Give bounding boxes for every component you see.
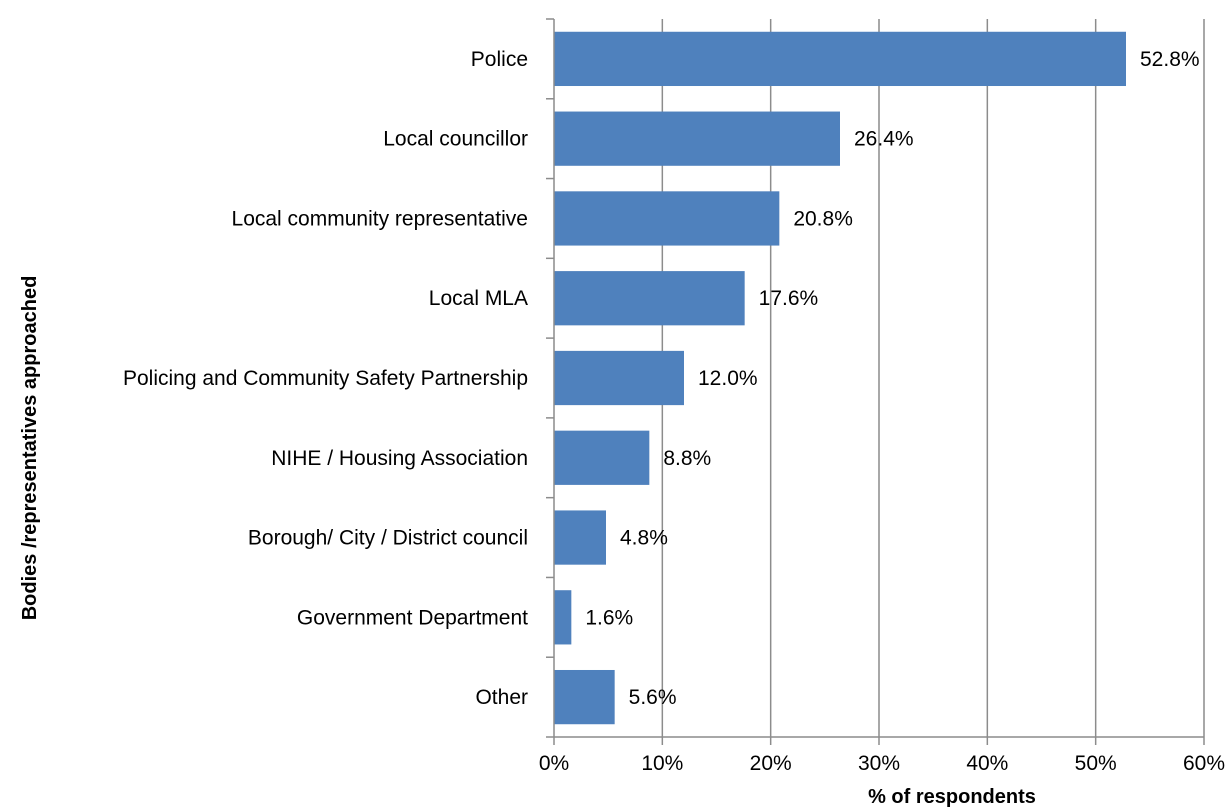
x-tick-label: 60% — [1183, 752, 1225, 775]
x-tick-label: 40% — [966, 752, 1008, 775]
category-label: Police — [471, 48, 528, 71]
category-label: Other — [475, 686, 528, 709]
category-label: Borough/ City / District council — [248, 527, 528, 550]
bar — [554, 669, 615, 725]
x-tick-label: 20% — [750, 752, 792, 775]
bar — [554, 510, 606, 565]
bar-layer — [554, 31, 1126, 725]
x-tick-label: 50% — [1075, 752, 1117, 775]
data-label: 17.6% — [759, 287, 819, 310]
x-tick-label: 0% — [539, 752, 569, 775]
x-tick-label: 30% — [858, 752, 900, 775]
category-label: Policing and Community Safety Partnershi… — [123, 367, 528, 390]
data-label: 20.8% — [793, 207, 853, 230]
category-label: Local community representative — [232, 207, 528, 230]
data-label: 52.8% — [1140, 48, 1200, 71]
axis-layer — [546, 18, 1205, 745]
data-label: 26.4% — [854, 128, 914, 151]
bar — [554, 271, 745, 326]
category-label: Local MLA — [429, 287, 528, 310]
bar — [554, 590, 572, 645]
y-axis-title: Bodies /representatives approached — [19, 276, 41, 621]
x-axis-title: % of respondents — [868, 786, 1036, 808]
data-label: 4.8% — [620, 527, 668, 550]
data-label: 5.6% — [629, 686, 677, 709]
bar — [554, 430, 650, 485]
label-layer: 0% 10% 20% 30% 40% 50% 60% Police 52.8% Local cou… — [123, 48, 1225, 775]
data-label: 1.6% — [585, 606, 633, 629]
bar — [554, 111, 840, 166]
bar — [554, 350, 684, 406]
data-label: 8.8% — [663, 447, 711, 470]
data-label: 12.0% — [698, 367, 758, 390]
category-label: Local councillor — [383, 128, 528, 151]
bar — [554, 191, 780, 246]
category-label: NIHE / Housing Association — [271, 447, 528, 470]
bar — [554, 31, 1126, 87]
category-label: Government Department — [297, 606, 528, 629]
x-tick-label: 10% — [641, 752, 683, 775]
